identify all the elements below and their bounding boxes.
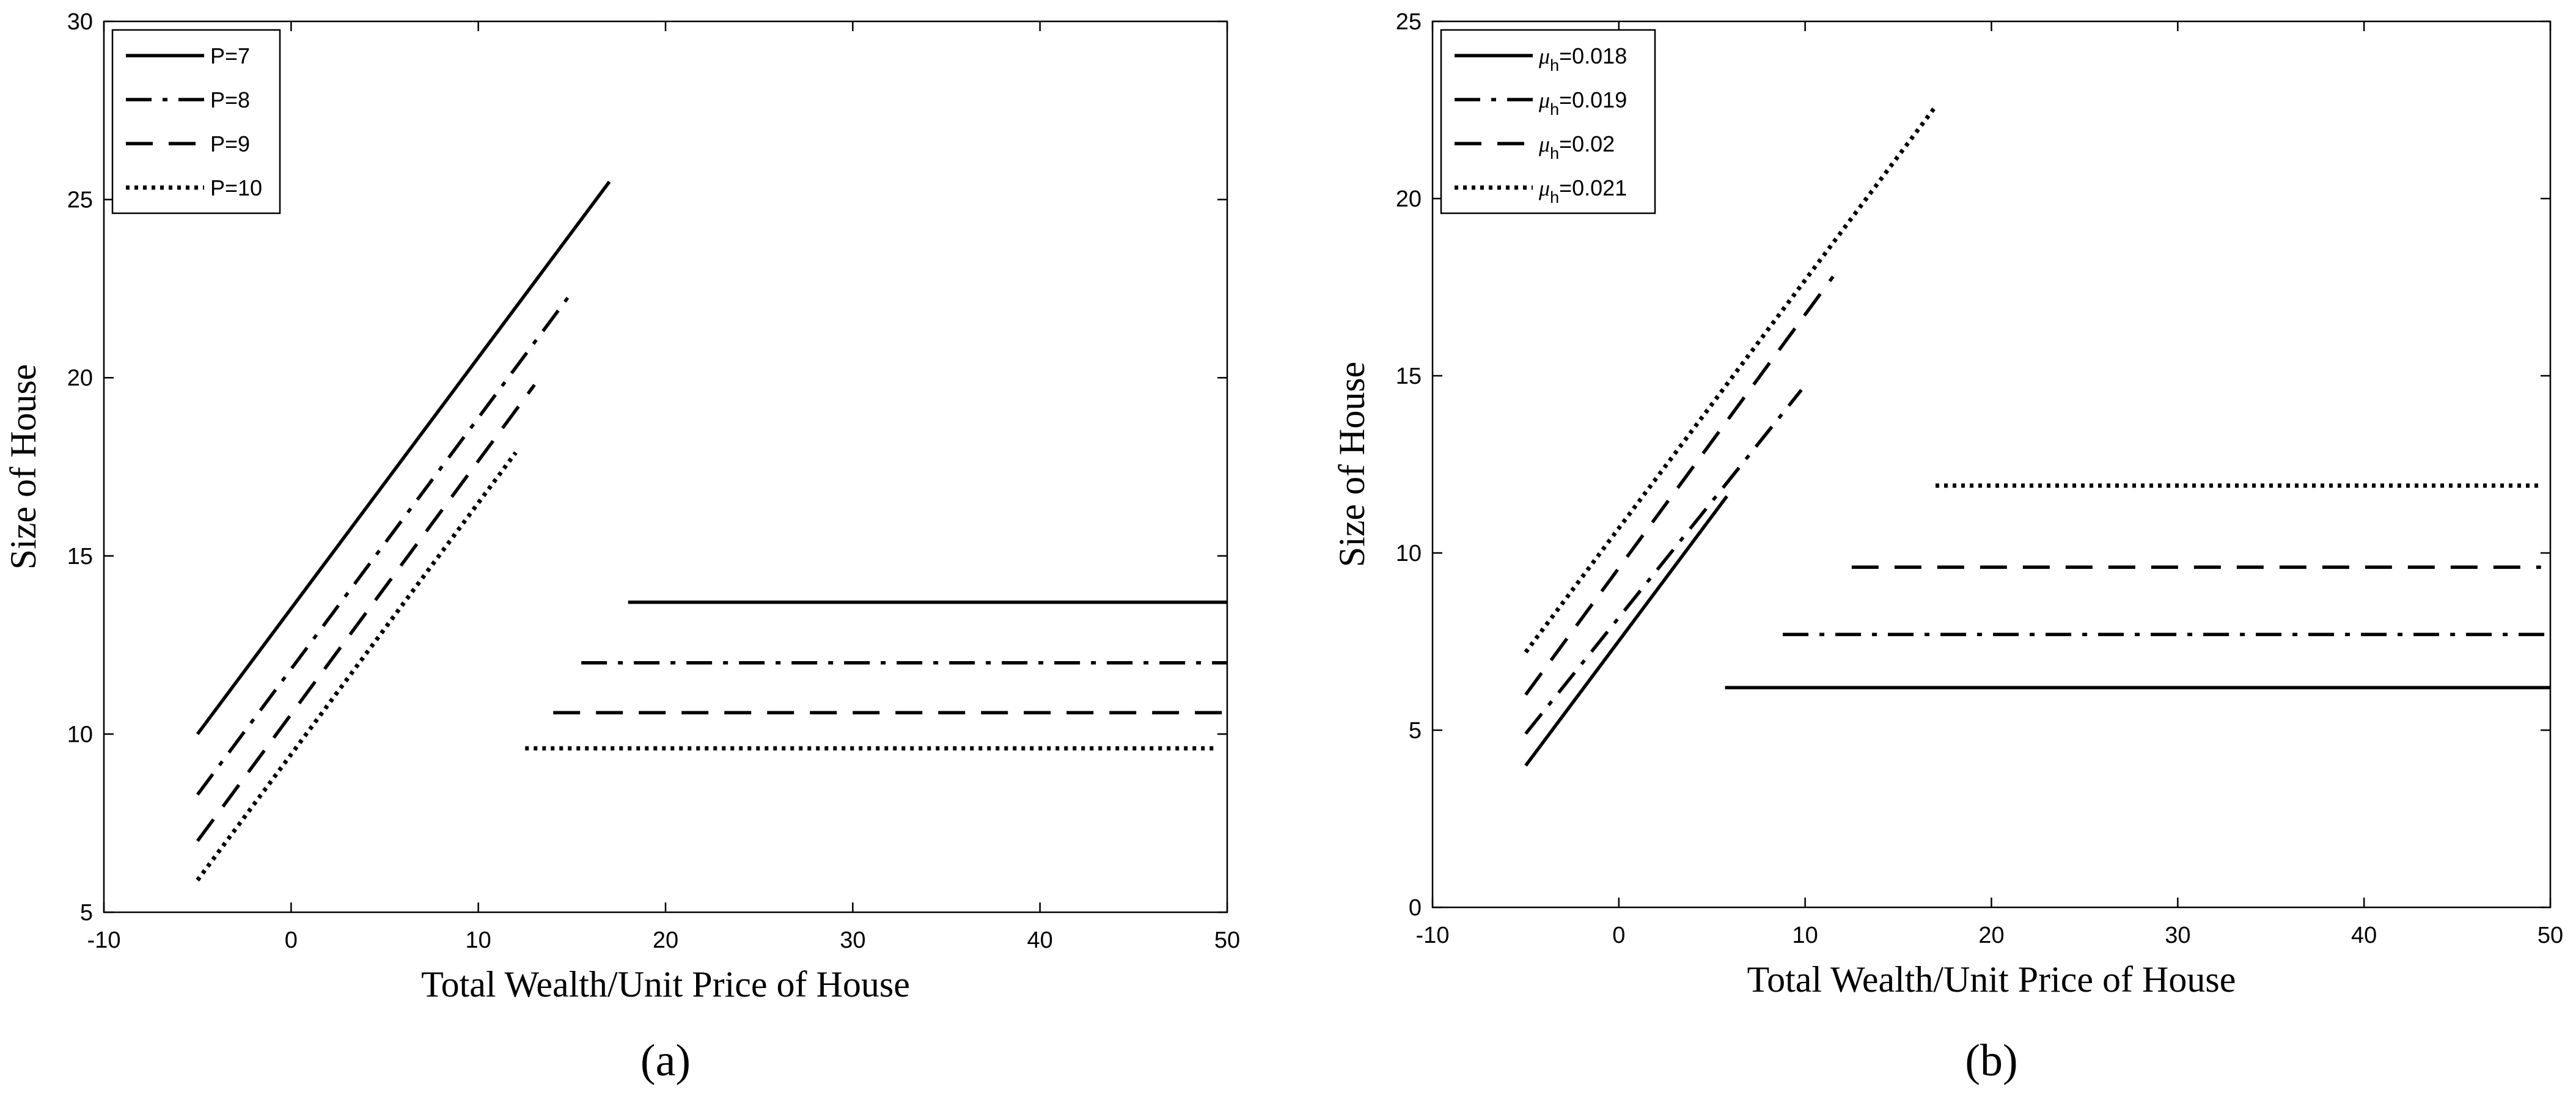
legend-label: μh=0.019 [1538, 87, 1627, 119]
y-tick-label: 25 [1396, 9, 1422, 35]
x-tick-label: 30 [840, 928, 865, 953]
x-tick-label: 30 [2165, 923, 2190, 948]
x-tick-label: -10 [87, 928, 121, 953]
x-tick-label: 20 [1978, 923, 2004, 948]
y-tick-label: 25 [67, 188, 93, 213]
legend-label: μh=0.02 [1538, 131, 1615, 163]
x-tick-label: 40 [1027, 928, 1053, 953]
panel-a: -10 0 10 20 30 40 50 5 10 15 20 25 30 Total Wealth/Un… [3, 9, 1240, 1086]
y-tick-label: 30 [67, 9, 93, 35]
y-tick-label: 20 [1396, 186, 1422, 212]
legend-box [1440, 29, 1656, 214]
y-tick-label: 10 [1396, 541, 1422, 566]
y-tick-label: 10 [67, 722, 93, 747]
series-3-segment-1 [1524, 275, 1835, 696]
series-1-segment-1 [196, 180, 611, 736]
x-tick-label: 10 [1793, 923, 1818, 948]
y-tick-label: 0 [1409, 895, 1422, 921]
y-axis-title: Size of House [1332, 362, 1372, 568]
legend-box [111, 29, 281, 214]
legend-label: μh=0.018 [1538, 43, 1627, 75]
x-tick-label: 20 [653, 928, 678, 953]
y-tick-label: 5 [1409, 718, 1422, 744]
legend-label: P=8 [210, 87, 250, 112]
y-tick-label: 15 [67, 544, 93, 569]
x-tick-label: 0 [285, 928, 298, 953]
y-tick-label: 15 [1396, 364, 1422, 389]
x-tick-label: 10 [466, 928, 491, 953]
y-tick-label: 20 [67, 365, 93, 391]
legend-label: P=10 [210, 175, 262, 200]
legend: μh=0.018 μh=0.019 μh=0.02 μh=0.021 [1440, 29, 1656, 214]
series-1-segment-1 [1524, 495, 1728, 767]
series-2-segment-1 [196, 291, 574, 796]
legend-label: μh=0.021 [1538, 175, 1627, 207]
series-3-segment-1 [196, 384, 536, 842]
x-tick-label: 0 [1612, 923, 1625, 948]
series-2-segment-1 [1524, 389, 1803, 735]
x-tick-label: 50 [1214, 928, 1240, 953]
panel-label: (b) [1965, 1036, 2017, 1086]
x-tick-label: 40 [2351, 923, 2377, 948]
legend: P=7 P=8 P=9 P=10 [111, 29, 281, 214]
panel-label: (a) [640, 1036, 691, 1086]
series-4-segment-1 [1524, 105, 1937, 654]
x-axis-title: Total Wealth/Unit Price of House [1747, 959, 2236, 1000]
x-tick-label: 50 [2537, 923, 2563, 948]
legend-label: P=9 [210, 131, 250, 156]
legend-label: P=7 [210, 43, 250, 68]
y-tick-label: 5 [80, 900, 93, 926]
x-tick-label: -10 [1416, 923, 1450, 948]
y-axis-title: Size of House [3, 364, 43, 570]
x-axis-title: Total Wealth/Unit Price of House [421, 964, 910, 1005]
series-4-segment-1 [196, 451, 518, 882]
